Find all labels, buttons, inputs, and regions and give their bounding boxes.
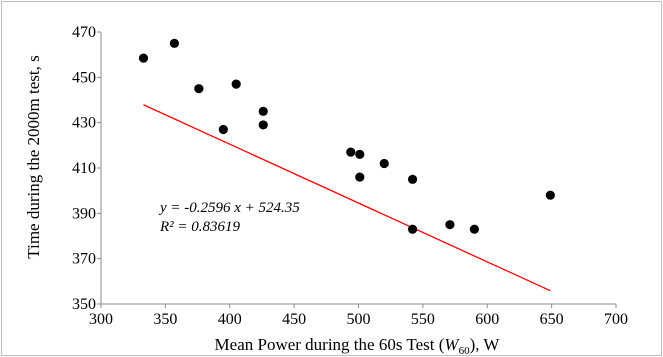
data-point bbox=[218, 124, 228, 135]
data-point bbox=[258, 120, 268, 130]
x-tick-label: 600 bbox=[475, 311, 499, 328]
y-tick-label: 450 bbox=[72, 69, 96, 86]
x-tick-label: 500 bbox=[347, 311, 371, 328]
y-tick-label: 410 bbox=[72, 160, 96, 177]
y-tick-label: 430 bbox=[72, 115, 96, 132]
data-point bbox=[194, 84, 204, 94]
y-tick-label: 350 bbox=[72, 296, 96, 313]
x-tick-label: 650 bbox=[540, 311, 564, 328]
x-tick-labels: 300 350 400 450 500 550 600 650 700 bbox=[89, 304, 628, 328]
x-axis-title: Mean Power during the 60s Test (W60), W bbox=[215, 335, 501, 357]
data-point bbox=[169, 38, 179, 48]
data-point bbox=[445, 220, 455, 230]
data-point bbox=[355, 149, 365, 159]
trendline-equation: y = -0.2596 x + 524.35 bbox=[158, 200, 300, 216]
data-points bbox=[138, 38, 555, 234]
trendline bbox=[143, 104, 551, 292]
trendline-layer bbox=[143, 104, 551, 292]
data-point bbox=[407, 224, 418, 234]
data-point bbox=[545, 190, 555, 200]
data-point bbox=[346, 147, 356, 157]
data-point bbox=[355, 172, 365, 182]
x-axis-title-subscript: 60 bbox=[459, 345, 471, 357]
x-tick-label: 350 bbox=[153, 311, 177, 328]
data-point bbox=[379, 158, 389, 169]
x-axis-title-before: Mean Power during the 60s Test ( bbox=[215, 335, 445, 354]
y-axis-title: Time during the 2000m test, s bbox=[24, 55, 43, 258]
x-axis-title-after: ), W bbox=[470, 335, 501, 354]
x-tick-label: 300 bbox=[89, 311, 113, 328]
x-tick-label: 450 bbox=[282, 311, 306, 328]
x-tick-label: 550 bbox=[411, 311, 435, 328]
y-tick-labels: 350 370 390 410 430 450 470 bbox=[72, 24, 101, 313]
x-tick-label: 700 bbox=[604, 311, 628, 328]
x-tick-label: 400 bbox=[218, 311, 242, 328]
data-point bbox=[258, 106, 268, 116]
y-tick-label: 370 bbox=[72, 251, 96, 268]
trendline-r-squared: R² = 0.83619 bbox=[159, 219, 241, 235]
y-tick-label: 390 bbox=[72, 205, 96, 222]
data-point bbox=[469, 224, 479, 234]
x-axis-title-symbol: W bbox=[444, 335, 460, 354]
y-tick-label: 470 bbox=[72, 24, 96, 41]
data-point bbox=[407, 174, 418, 184]
data-point bbox=[231, 79, 241, 89]
data-point bbox=[138, 53, 149, 63]
